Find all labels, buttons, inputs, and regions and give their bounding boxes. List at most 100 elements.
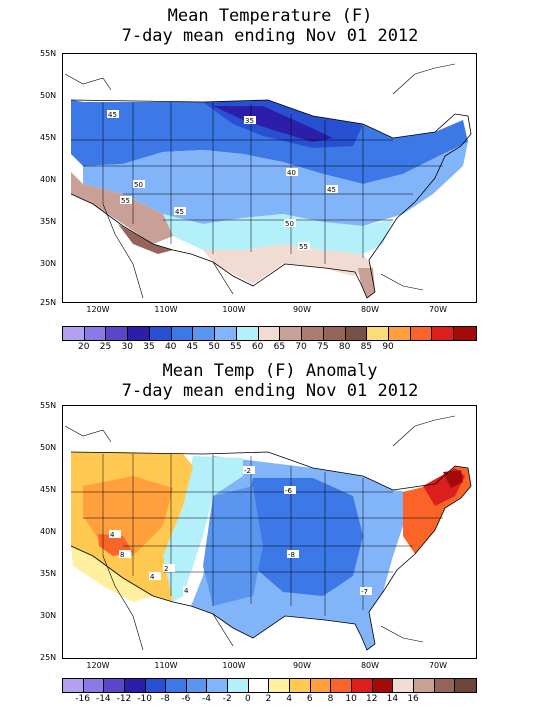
band-desert-southwest <box>118 224 173 254</box>
contour-label: 45 <box>175 208 184 216</box>
colorbar-swatch <box>389 327 411 340</box>
lat-label-55n: 55N <box>40 401 57 410</box>
colorbar-tick-label: -16 <box>75 694 90 704</box>
colorbar-tick-label: 45 <box>186 342 199 352</box>
coastlines <box>64 415 456 651</box>
coastlines <box>64 63 456 299</box>
colorbar-swatch <box>454 327 476 340</box>
lat-label-55n: 55N <box>40 49 57 58</box>
lon-label-70w: 70W <box>428 305 448 314</box>
colorbar-swatch <box>145 679 167 692</box>
colorbar-swatch <box>106 327 129 340</box>
colorbar-swatch <box>236 327 259 340</box>
mean-temperature-panel: Mean Temperature (F) 7-day mean ending N… <box>40 6 477 354</box>
band-southwest <box>71 172 173 244</box>
anomaly-colorbar <box>62 678 477 693</box>
band-great-lakes-core <box>213 106 333 142</box>
contour-label: 8 <box>120 551 124 559</box>
colorbar-tick-label: 75 <box>317 342 329 352</box>
contour-label: 4 <box>184 587 189 595</box>
map-title-line2: 7-day mean ending Nov 01 2012 <box>121 381 419 401</box>
colorbar-tick-label: 30 <box>121 342 133 352</box>
colorbar-tick-label: 4 <box>286 694 293 704</box>
lon-label-90w: 90W <box>292 661 312 670</box>
contour-label: -6 <box>285 487 293 495</box>
lon-label-120w: 120W <box>86 661 110 670</box>
colorbar-swatch <box>432 327 455 340</box>
colorbar-swatch <box>310 679 332 692</box>
lat-label-35n: 35N <box>40 217 57 226</box>
lat-label-35n: 35N <box>40 569 57 578</box>
colorbar-tick-label: 55 <box>230 342 242 352</box>
colorbar-tick-label: 35 <box>143 342 155 352</box>
band-northern-tier <box>71 100 468 184</box>
lat-label-50n: 50N <box>40 443 57 452</box>
colorbar-swatch <box>248 679 270 692</box>
colorbar-swatch <box>207 679 229 692</box>
colorbar-swatch <box>193 327 216 340</box>
colorbar-swatch <box>280 327 303 340</box>
contour-label: 35 <box>245 117 254 125</box>
colorbar-swatch <box>302 327 324 340</box>
temperature-map-svg: 45 35 40 50 55 45 45 50 55 <box>64 63 472 299</box>
band-mid-south <box>163 214 393 254</box>
colorbar-swatch <box>128 327 150 340</box>
contour-label: 2 <box>164 565 168 573</box>
lat-label-40n: 40N <box>40 527 57 536</box>
contour-label: 45 <box>108 111 117 119</box>
colorbar-tick-label: -10 <box>137 694 152 704</box>
contour-label: 55 <box>121 197 130 205</box>
contour-label: 4 <box>110 531 115 539</box>
temperature-anomaly-panel: Mean Temp (F) Anomaly 7-day mean ending … <box>0 355 540 709</box>
lat-label-30n: 30N <box>40 611 57 620</box>
colorbar-swatch <box>84 327 107 340</box>
colorbar-swatch <box>351 679 373 692</box>
contour-label: 40 <box>287 169 296 177</box>
contour-labels: -2 -6 4 8 2 4 4 -8 -7 <box>109 466 372 596</box>
contour-labels: 45 35 40 50 55 45 45 50 55 <box>107 110 338 251</box>
colorbar-swatch <box>166 679 187 692</box>
colorbar-tick-label: 85 <box>360 342 373 352</box>
colorbar-swatch <box>149 327 172 340</box>
colorbar-swatch <box>410 327 433 340</box>
lon-label-110w: 110W <box>154 661 178 670</box>
temperature-colorbar-labels: 20 25 30 35 40 45 50 55 60 65 70 75 80 85 90 <box>62 342 475 354</box>
colorbar-swatch <box>269 679 291 692</box>
us-outline <box>70 451 472 651</box>
state-borders <box>71 454 443 616</box>
colorbar-tick-label: 90 <box>382 342 394 352</box>
anomaly-map: -2 -6 4 8 2 4 4 -8 -7 <box>62 405 477 659</box>
lon-label-100w: 100W <box>222 661 246 670</box>
contour-label: 50 <box>134 181 143 189</box>
colorbar-swatch <box>290 679 311 692</box>
colorbar-tick-label: -6 <box>181 694 191 704</box>
band-near-zero <box>163 456 243 602</box>
colorbar-swatch <box>124 679 146 692</box>
colorbar-tick-label: -2 <box>222 694 232 704</box>
band-warm-fringe <box>71 546 153 602</box>
colorbar-swatch <box>186 679 208 692</box>
colorbar-tick-label: 80 <box>338 342 351 352</box>
lat-label-45n: 45N <box>40 485 57 494</box>
colorbar-swatch <box>104 679 125 692</box>
map-title-line2: 7-day mean ending Nov 01 2012 <box>121 26 419 46</box>
anomaly-colorbar-labels: -16 -14 -12 -10 -8 -6 -4 -2 0 2 4 6 8 10 12 14 16 <box>62 694 475 706</box>
temperature-map: 45 35 40 50 55 45 45 50 55 <box>62 53 477 303</box>
lon-label-80w: 80W <box>360 661 380 670</box>
colorbar-tick-label: -4 <box>202 694 212 704</box>
colorbar-swatch <box>323 327 346 340</box>
colorbar-swatch <box>171 327 194 340</box>
lon-label-100w: 100W <box>222 305 246 314</box>
lat-label-40n: 40N <box>40 175 57 184</box>
colorbar-tick-label: 2 <box>265 694 272 704</box>
colorbar-tick-label: 65 <box>273 342 286 352</box>
colorbar-swatch <box>228 679 249 692</box>
band-florida <box>358 268 375 298</box>
colorbar-tick-label: 50 <box>208 342 220 352</box>
colorbar-swatch <box>393 679 414 692</box>
colorbar-tick-label: 10 <box>345 694 357 704</box>
us-outline <box>70 99 472 299</box>
colorbar-swatch <box>63 327 85 340</box>
temperature-colorbar <box>62 326 477 341</box>
contour-label: 50 <box>285 220 294 228</box>
